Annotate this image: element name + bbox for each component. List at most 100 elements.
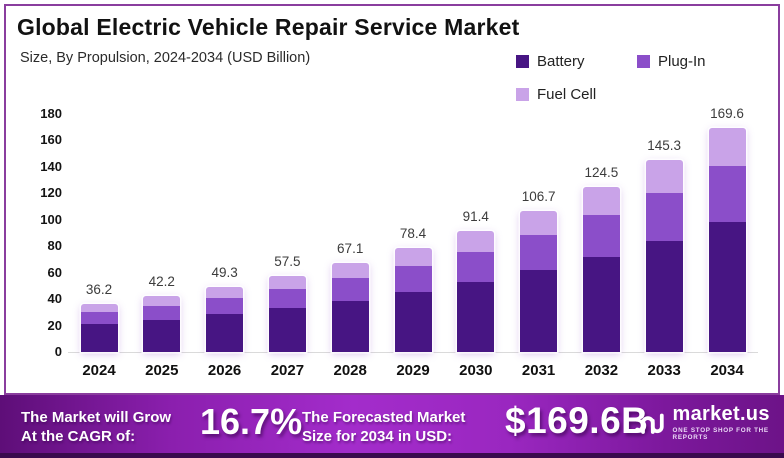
legend-item-fuel-cell: Fuel Cell: [516, 86, 596, 103]
x-axis-tick-label: 2028: [333, 362, 367, 379]
cagr-label-line2: At the CAGR of:: [21, 428, 136, 446]
y-axis-tick-label: 60: [47, 264, 62, 280]
forecast-value: $169.6B: [505, 400, 649, 441]
bar-segment-plug-in: [143, 305, 181, 320]
cagr-label: The Market will Grow At the CAGR of:: [21, 408, 171, 446]
battery-swatch-icon: [516, 55, 529, 68]
footer-banner: The Market will Grow At the CAGR of: 16.…: [0, 395, 784, 458]
stacked-bar-2033: [645, 159, 683, 352]
stacked-bar-2028: [331, 263, 369, 352]
bar-segment-fuel-cell: [331, 263, 369, 279]
y-axis-tick-label: 180: [40, 106, 62, 121]
bar-total-label: 36.2: [85, 282, 113, 298]
legend-label: Fuel Cell: [537, 86, 597, 103]
bar-segment-plug-in: [582, 215, 620, 257]
x-axis-line: [68, 352, 758, 353]
y-axis-tick-label: 140: [40, 158, 62, 174]
market-us-logo: market.us ONE STOP SHOP FOR THE REPORTS: [634, 404, 784, 441]
bar-segment-fuel-cell: [457, 231, 495, 252]
bar-segment-battery: [394, 291, 432, 352]
plug-in-swatch-icon: [637, 55, 650, 68]
brand-tagline: ONE STOP SHOP FOR THE REPORTS: [672, 427, 769, 441]
y-axis-tick-label: 0: [54, 344, 62, 359]
page-title: Global Electric Vehicle Repair Service M…: [17, 14, 520, 40]
x-axis-tick-label: 2033: [647, 362, 681, 379]
stacked-bar-2032: [582, 187, 620, 352]
stacked-bar-2026: [206, 286, 244, 352]
legend-label: Battery: [537, 53, 585, 70]
bar-segment-battery: [457, 281, 495, 352]
bar-segment-battery: [708, 221, 746, 352]
bar-segment-fuel-cell: [394, 248, 432, 266]
bar-total-label: 169.6: [710, 105, 744, 121]
market-us-logo-icon: [634, 413, 664, 434]
bar-segment-battery: [143, 319, 181, 352]
plot-area: 0 20 40 60 80 100 120 140 160 180 36.2 2024 42.2 2025…: [40, 105, 758, 379]
bar-segment-battery: [268, 307, 306, 352]
bar-segment-plug-in: [206, 297, 244, 315]
x-axis-tick-label: 2026: [207, 362, 242, 379]
bar-segment-battery: [331, 300, 369, 352]
brand-name: market.us: [672, 403, 770, 425]
bar-segment-battery: [645, 240, 683, 352]
stacked-bar-2031: [520, 210, 558, 352]
cagr-value: 16.7%: [200, 401, 303, 442]
y-axis-tick-label: 160: [40, 132, 62, 148]
x-axis-tick-label: 2034: [710, 362, 744, 379]
bar-segment-battery: [520, 270, 558, 352]
x-axis-tick-label: 2024: [82, 362, 116, 379]
stacked-bar-2025: [143, 296, 181, 352]
bar-total-label: 42.2: [148, 274, 175, 290]
bar-segment-plug-in: [457, 251, 495, 282]
stacked-bar-2027: [268, 275, 306, 352]
forecast-label-line2: Size for 2034 in USD:: [302, 428, 453, 446]
y-axis-tick-label: 80: [47, 238, 62, 254]
x-axis-tick-label: 2030: [459, 362, 493, 379]
bar-segment-plug-in: [268, 288, 306, 308]
x-axis-tick-label: 2031: [521, 362, 556, 379]
bar-segment-battery: [206, 314, 244, 352]
y-axis-tick-label: 100: [40, 211, 62, 227]
fuel-cell-swatch-icon: [516, 88, 529, 101]
bar-segment-battery: [80, 324, 118, 352]
bar-segment-fuel-cell: [708, 127, 746, 166]
x-axis-tick-label: 2029: [396, 362, 430, 379]
stacked-bar-2030: [457, 231, 495, 352]
y-axis-tick-label: 20: [47, 317, 62, 333]
bar-total-label: 57.5: [274, 253, 301, 269]
bar-total-label: 106.7: [521, 188, 556, 204]
bar-total-label: 145.3: [647, 137, 682, 153]
forecast-label: The Forecasted Market Size for 2034 in U…: [302, 408, 465, 446]
bar-total-label: 78.4: [399, 226, 427, 242]
legend-item-battery: Battery: [516, 53, 585, 70]
footer-bottom-strip: [0, 453, 784, 458]
bar-segment-fuel-cell: [582, 187, 620, 216]
bar-segment-plug-in: [80, 312, 118, 325]
legend-item-plug-in: Plug-In: [637, 53, 706, 70]
brand-text-block: market.us ONE STOP SHOP FOR THE REPORTS: [672, 403, 784, 442]
bar-total-label: 67.1: [337, 241, 364, 257]
x-axis-tick-label: 2025: [145, 362, 179, 379]
bar-segment-battery: [582, 256, 620, 352]
forecast-label-line1: The Forecasted Market: [302, 409, 466, 426]
bar-total-label: 49.3: [211, 264, 238, 280]
page-subtitle: Size, By Propulsion, 2024-2034 (USD Bill…: [20, 50, 311, 66]
bar-segment-fuel-cell: [520, 210, 558, 235]
stacked-bar-2024: [80, 304, 118, 352]
bar-segment-fuel-cell: [80, 304, 118, 313]
stacked-bar-2029: [394, 248, 432, 352]
x-axis-tick-label: 2027: [270, 362, 305, 379]
bar-segment-plug-in: [520, 234, 558, 271]
bar-segment-plug-in: [708, 165, 746, 222]
bar-total-label: 91.4: [462, 209, 489, 225]
bar-segment-plug-in: [645, 192, 683, 241]
bar-segment-fuel-cell: [143, 296, 181, 306]
y-axis-tick-label: 120: [40, 185, 62, 201]
cagr-label-line1: The Market will Grow: [21, 409, 172, 426]
y-axis-tick-label: 40: [47, 291, 62, 307]
bar-segment-fuel-cell: [268, 275, 306, 289]
stacked-bar-2034: [708, 127, 746, 352]
bar-segment-plug-in: [394, 265, 432, 292]
bar-segment-plug-in: [331, 278, 369, 301]
